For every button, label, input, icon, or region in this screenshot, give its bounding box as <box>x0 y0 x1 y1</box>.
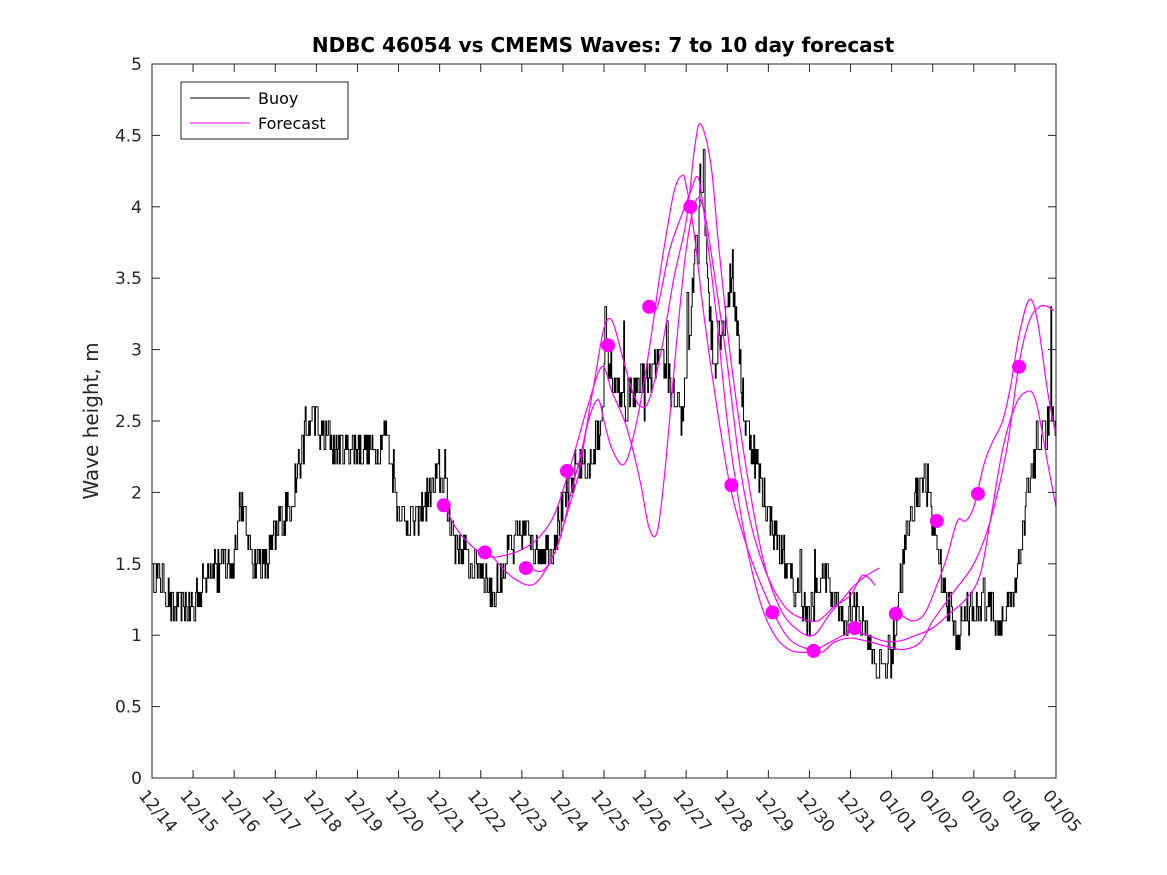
x-tick-label: 12/16 <box>216 786 263 836</box>
x-tick-label: 12/22 <box>463 786 510 836</box>
forecast-marker-11 <box>847 621 862 636</box>
y-tick-label: 0 <box>131 769 142 789</box>
x-tick-label: 12/14 <box>134 786 181 836</box>
x-tick-label: 12/23 <box>504 786 551 836</box>
x-tick-label: 12/19 <box>340 786 387 836</box>
x-tick-label: 01/02 <box>915 786 962 836</box>
x-tick-label: 12/17 <box>257 786 304 836</box>
forecast-marker-3 <box>518 561 533 576</box>
buoy-series-line <box>152 149 1056 679</box>
forecast-marker-8 <box>724 478 739 493</box>
x-tick-label: 01/03 <box>956 786 1003 836</box>
x-tick-label: 01/04 <box>997 786 1044 836</box>
forecast-marker-5 <box>601 338 616 353</box>
y-tick-label: 1 <box>131 626 142 646</box>
x-tick-label: 12/28 <box>709 786 756 836</box>
data-layer <box>152 123 1056 679</box>
forecast-marker-15 <box>1012 359 1027 374</box>
legend-forecast-label: Forecast <box>258 114 326 133</box>
x-tick-label: 12/15 <box>175 786 222 836</box>
forecast-series-line-1 <box>443 196 876 623</box>
forecast-marker-7 <box>683 199 698 214</box>
x-tick-label: 12/21 <box>422 786 469 836</box>
forecast-series-line-3 <box>529 174 1055 654</box>
forecast-marker-1 <box>436 498 451 513</box>
forecast-series-line-4 <box>648 175 1056 654</box>
x-tick-label: 01/05 <box>1038 786 1085 836</box>
forecast-marker-2 <box>477 545 492 560</box>
forecast-marker-14 <box>970 486 985 501</box>
x-tick-label: 01/01 <box>874 786 921 836</box>
forecast-marker-10 <box>806 643 821 658</box>
x-tick-label: 12/31 <box>833 786 880 836</box>
forecast-marker-4 <box>560 463 575 478</box>
y-axis-label: Wave height, m <box>79 342 103 499</box>
forecast-series-line-5 <box>899 298 1056 622</box>
legend-box <box>180 81 349 140</box>
x-tick-label: 12/27 <box>668 786 715 836</box>
x-tick-label: 12/25 <box>586 786 633 836</box>
y-tick-label: 1.5 <box>115 555 142 575</box>
y-tick-label: 4 <box>131 198 142 218</box>
legend: Buoy Forecast <box>180 81 349 140</box>
y-tick-label: 3 <box>131 341 142 361</box>
x-tick-label: 12/24 <box>545 786 592 836</box>
legend-buoy-label: Buoy <box>258 89 298 108</box>
x-tick-label: 12/18 <box>299 786 346 836</box>
x-tick-label: 12/26 <box>627 786 674 836</box>
y-tick-label: 0.5 <box>115 698 142 718</box>
y-tick-label: 5 <box>131 55 142 75</box>
forecast-marker-12 <box>888 606 903 621</box>
y-tick-label: 3.5 <box>115 269 142 289</box>
forecast-marker-9 <box>765 605 780 620</box>
forecast-marker-13 <box>929 513 944 528</box>
x-tick-label: 12/29 <box>751 786 798 836</box>
y-tick-label: 4.5 <box>115 126 142 146</box>
forecast-marker-6 <box>642 299 657 314</box>
x-tick-label: 12/20 <box>381 786 428 836</box>
y-tick-label: 2.5 <box>115 412 142 432</box>
y-tick-label: 2 <box>131 483 142 503</box>
x-tick-label: 12/30 <box>792 786 839 836</box>
chart-title: NDBC 46054 vs CMEMS Waves: 7 to 10 day f… <box>312 33 895 57</box>
